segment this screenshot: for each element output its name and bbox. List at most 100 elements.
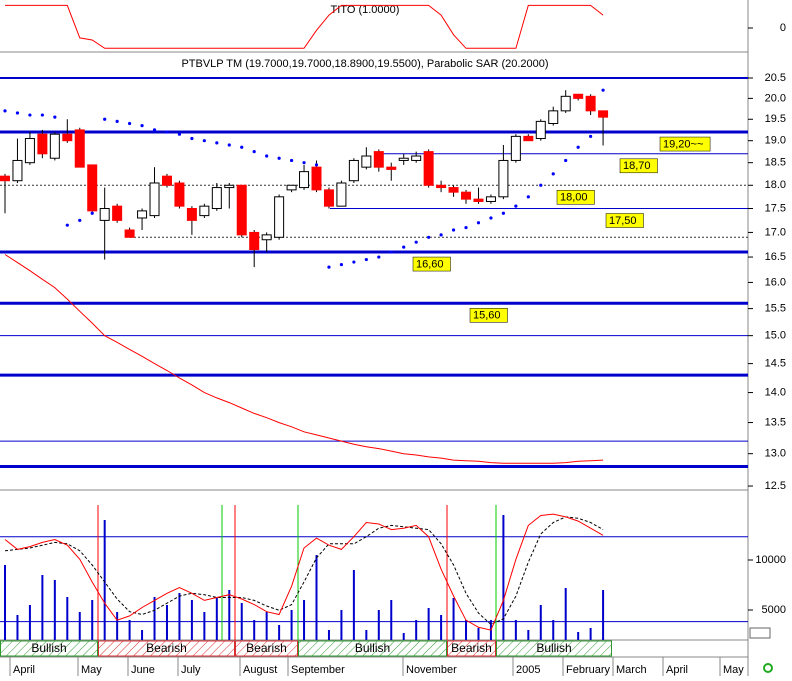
volume-bar (228, 590, 231, 640)
sar-dot (377, 255, 381, 259)
level-label: 19,20~~ (663, 138, 703, 150)
sar-dot (439, 233, 443, 237)
level-label-box (412, 256, 451, 272)
sar-dot (564, 158, 568, 163)
volume-bar (278, 625, 281, 640)
volume-bar (253, 620, 256, 640)
y-tick-label: 17.0 (765, 226, 786, 238)
volume-bar (564, 588, 567, 640)
volume-bar (91, 600, 94, 640)
volume-bar (327, 630, 330, 640)
candle-body (386, 166, 397, 170)
sar-dot (576, 145, 580, 149)
volume-bar (552, 620, 555, 640)
sar-dot (339, 262, 344, 267)
candle-body (274, 196, 285, 238)
sar-dot (327, 265, 331, 269)
volume-bar (128, 620, 131, 640)
signal-label: Bearish (451, 641, 492, 655)
plot: 12.5 13.0 13.5 14.0 14.5 15.0 15.5 16.0 16.5 17.0… (0, 4, 786, 676)
sar-dot (215, 141, 219, 145)
x-tick-label: 2005 (516, 664, 540, 676)
y-tick-label: 13.0 (765, 448, 786, 460)
candle-body (149, 182, 160, 217)
sar-dot (314, 163, 319, 167)
y-tick-label: 20.0 (765, 92, 786, 104)
volume-bar (402, 633, 405, 640)
volume-bar (16, 615, 19, 640)
x-tick-label: April (13, 664, 35, 676)
signal-label: Bearish (246, 641, 287, 655)
sar-dot (364, 257, 368, 262)
sar-dot (227, 143, 231, 147)
sar-dot (427, 235, 431, 239)
y-tick-label: 14.0 (765, 386, 786, 398)
x-tick-label: February (566, 664, 611, 676)
sar-dot (514, 204, 518, 208)
volume-bar (514, 620, 517, 640)
x-tick-label: November (406, 664, 457, 676)
y-tick-label: 16.0 (765, 276, 786, 288)
level-label-box (659, 136, 711, 152)
volume-bar (165, 605, 168, 640)
y-tick-label: 15.0 (765, 330, 786, 342)
indicator-line (5, 4, 604, 49)
candle-body (523, 135, 534, 142)
volume-bar (78, 612, 81, 640)
x-tick-label: May (723, 664, 744, 676)
y-tick-label: 0 (780, 22, 786, 34)
x-tick-label: July (181, 664, 201, 676)
volume-bar (190, 600, 193, 640)
candle-body (161, 175, 172, 186)
candle-body (373, 151, 384, 168)
sar-dot (589, 134, 593, 138)
moving-average (4, 254, 604, 464)
sar-dot (289, 158, 294, 163)
candle-body (299, 171, 310, 189)
candle-body (224, 184, 235, 189)
candle-body (398, 157, 409, 161)
volume-bar (265, 612, 268, 640)
candle-body (112, 205, 123, 221)
volume-bar (28, 605, 31, 640)
volume-bar (527, 630, 530, 640)
sar-dot (115, 119, 119, 123)
volume-bar (41, 575, 44, 640)
sar-dot (65, 223, 69, 227)
candle-body (174, 182, 185, 207)
candle-body (12, 159, 23, 182)
candle-body (510, 135, 521, 161)
sar-dot (190, 136, 194, 141)
candle-body (124, 229, 135, 238)
x-tick-label: August (243, 664, 277, 676)
signal-label: Bullish (355, 641, 390, 655)
signal-box (496, 640, 612, 657)
sar-dot (165, 130, 169, 134)
candle-body (261, 234, 272, 241)
volume-bar (66, 597, 69, 640)
sar-dot (103, 117, 107, 121)
sar-dot (78, 218, 82, 222)
x-tick-label: June (131, 664, 155, 676)
volume-bar (103, 520, 106, 640)
sar-dot (402, 245, 406, 249)
candle-body (361, 155, 372, 168)
y-tick-label: 15.5 (765, 303, 786, 315)
volume-bar (477, 628, 480, 640)
volume-bar (153, 597, 156, 640)
sar-dot (489, 216, 493, 220)
sar-dot (40, 113, 44, 117)
volume-bar (365, 630, 368, 640)
candle-body (585, 95, 596, 112)
sar-dot (240, 145, 244, 149)
y-tick-label: 19.5 (765, 113, 786, 125)
volume-bar (589, 628, 592, 640)
x-tick-label: April (666, 664, 688, 676)
y-tick-label: 12.5 (765, 480, 786, 492)
sar-dot (526, 195, 530, 199)
level-label: 15,60 (473, 310, 501, 322)
sar-dot (177, 132, 182, 136)
y-tick-label: 5000 (762, 604, 786, 616)
sar-dot (539, 183, 543, 187)
x-tick-label: May (81, 664, 102, 676)
